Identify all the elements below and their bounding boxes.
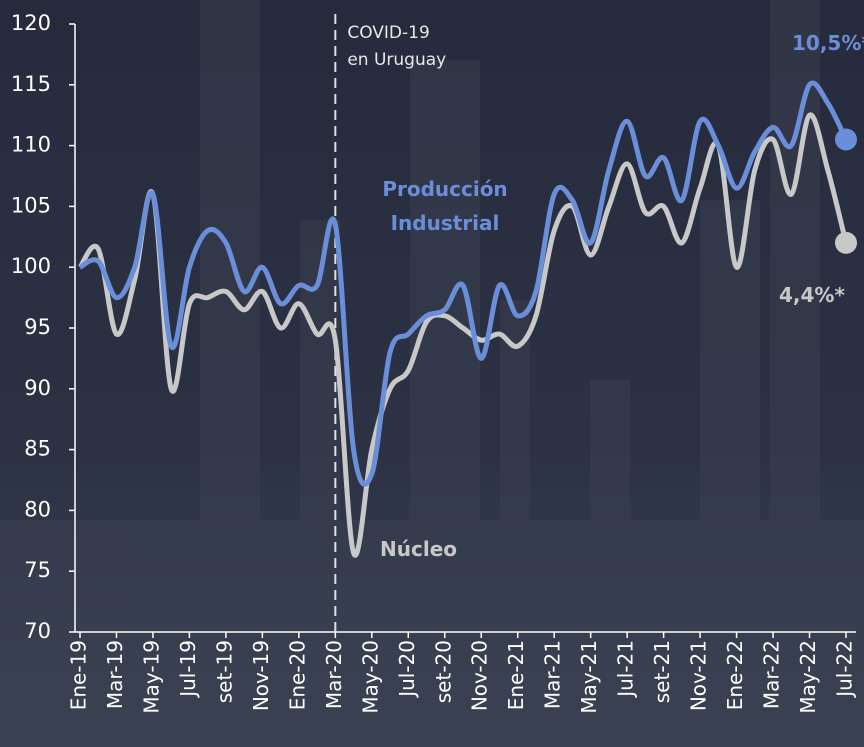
x-tick-label: Nov-21 (687, 640, 711, 711)
x-tick-label: Ene-20 (285, 640, 309, 710)
end-point (835, 129, 857, 151)
y-tick-label: 110 (11, 133, 51, 157)
x-tick-label: Jul-19 (176, 640, 200, 699)
x-tick-label: Mar-21 (541, 640, 565, 709)
end-label: 4,4%* (779, 283, 845, 307)
y-tick-label: 80 (24, 497, 51, 521)
series-label: Producción Industrial (360, 172, 530, 240)
x-tick-label: May-20 (358, 640, 382, 714)
chart: 70 75 80 85 90 95 100 105 110 115 120 Ene-19 Mar-19 M… (0, 0, 864, 747)
x-tick-label: Mar-19 (103, 640, 127, 709)
y-tick-label: 95 (24, 315, 51, 339)
y-tick-label: 75 (24, 558, 51, 582)
x-tick-label: May-21 (577, 640, 601, 714)
x-tick-label: Ene-22 (723, 640, 747, 710)
y-tick-label: 70 (24, 619, 51, 643)
annotation: COVID-19 (347, 23, 429, 43)
chart-page: 70 75 80 85 90 95 100 105 110 115 120 Ene-19 Mar-19 M… (0, 0, 864, 747)
x-tick-label: Ene-19 (67, 640, 91, 710)
x-tick-label: Mar-20 (322, 640, 346, 709)
x-tick-label: Mar-22 (760, 640, 784, 709)
y-tick-label: 115 (11, 72, 51, 96)
x-tick-label: May-22 (796, 640, 820, 714)
y-tick-label: 120 (11, 11, 51, 35)
x-tick-label: May-19 (139, 640, 163, 714)
end-point (835, 232, 857, 254)
y-tick-label: 105 (11, 193, 51, 217)
x-tick-label: Jul-20 (395, 640, 419, 699)
x-tick-label: set-21 (650, 640, 674, 703)
y-tick-label: 85 (24, 437, 51, 461)
x-tick-label: set-19 (212, 640, 236, 703)
x-tick-label: Nov-20 (468, 640, 492, 711)
x-tick-label: Jul-22 (833, 640, 857, 699)
x-tick-label: Nov-19 (249, 640, 273, 711)
x-tick-label: set-20 (431, 640, 455, 703)
y-tick-label: 90 (24, 376, 51, 400)
x-tick-label: Jul-21 (614, 640, 638, 699)
series-label: Núcleo (380, 537, 457, 561)
end-label: 10,5%* (792, 31, 864, 55)
annotation: en Uruguay (347, 50, 446, 70)
x-tick-label: Ene-21 (504, 640, 528, 710)
y-tick-label: 100 (11, 254, 51, 278)
